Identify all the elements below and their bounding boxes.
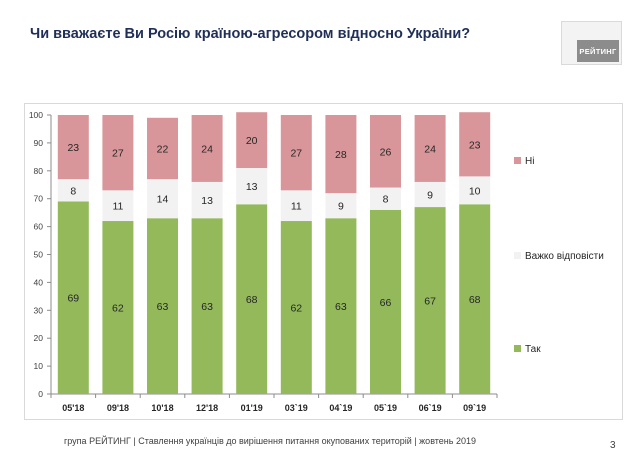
data-label: 14 [157,194,169,206]
bar-segment [414,207,446,394]
data-label: 67 [424,296,436,308]
bar-segment [414,115,446,182]
bar-segment [325,193,357,219]
bar-segment [57,115,89,180]
data-label: 63 [335,301,347,313]
data-label: 62 [112,303,124,315]
bar-segment [147,117,178,180]
data-label: 8 [70,185,76,197]
data-label: 23 [67,142,79,154]
bar-segment [280,221,312,394]
data-label: 10 [469,185,481,197]
data-label: 69 [67,293,79,305]
y-tick-label: 40 [34,277,44,287]
rating-logo: РЕЙТИНГ [577,40,619,62]
data-label: 11 [112,201,123,213]
data-label: 68 [469,294,481,306]
y-tick-label: 70 [34,194,44,204]
bar-segment [325,115,357,194]
y-tick-label: 30 [34,305,44,315]
data-label: 23 [469,139,481,151]
x-tick-label: 10'18 [151,403,173,413]
bar-segment [459,112,491,177]
data-label: 28 [335,149,347,161]
x-tick-label: 01'19 [241,403,263,413]
bar-segment [414,181,446,208]
bar-segment [459,204,491,394]
data-label: 13 [201,195,213,207]
y-tick-label: 60 [34,222,44,232]
legend-swatch [514,252,521,259]
x-tick-label: 05'18 [62,403,84,413]
data-label: 26 [380,146,392,158]
bar-segment [370,187,401,210]
data-label: 63 [157,301,169,313]
data-label: 11 [291,201,302,213]
legend-label: Важко відповісти [525,251,604,262]
bar-segment [102,115,134,191]
x-tick-label: 06`19 [419,403,442,413]
y-tick-label: 20 [34,333,44,343]
data-label: 22 [157,143,169,155]
bar-segment [236,168,268,205]
bar-segment [57,201,89,394]
y-tick-label: 0 [38,389,43,399]
y-tick-label: 10 [34,361,44,371]
x-tick-label: 05`19 [374,403,397,413]
y-tick-label: 100 [29,110,43,120]
data-label: 62 [290,303,302,315]
bar-segment [325,218,357,394]
bar-segment [191,218,223,394]
bar-segment [102,190,134,222]
x-tick-label: 03`19 [285,403,308,413]
bar-segment [280,190,312,222]
data-label: 13 [246,181,258,193]
chart-title: Чи вважаєте Ви Росію країною-агресором в… [30,26,471,42]
bar-segment [191,115,223,182]
x-tick-label: 12'18 [196,403,218,413]
bar-segment [236,112,268,169]
legend-label: Ні [525,156,534,167]
data-label: 24 [424,143,436,155]
data-label: 27 [290,148,302,160]
legend-label: Так [525,344,541,355]
data-label: 27 [112,148,124,160]
data-label: 20 [246,135,258,147]
data-label: 24 [201,143,213,155]
data-label: 9 [427,190,433,202]
footer-text: група РЕЙТИНГ | Ставлення українців до в… [64,436,476,446]
x-tick-label: 04`19 [329,403,352,413]
data-label: 63 [201,301,213,313]
bar-segment [57,179,89,202]
y-tick-label: 90 [34,138,44,148]
data-label: 66 [380,297,392,309]
data-label: 68 [246,294,258,306]
x-tick-label: 09'18 [107,403,129,413]
y-tick-label: 50 [34,250,44,260]
legend-swatch [514,345,521,352]
bar-segment [102,221,134,394]
legend-swatch [514,157,521,164]
data-label: 9 [338,201,344,213]
page-number: 3 [610,440,616,451]
bar-segment [370,115,401,188]
data-label: 8 [383,194,389,206]
bar-segment [147,218,178,394]
x-tick-label: 09`19 [463,403,486,413]
bar-segment [370,209,401,394]
bar-segment [191,181,223,219]
y-tick-label: 80 [34,166,44,176]
bar-segment [236,204,268,394]
bar-segment [147,179,178,219]
bar-segment [459,176,491,205]
bar-segment [280,115,312,191]
